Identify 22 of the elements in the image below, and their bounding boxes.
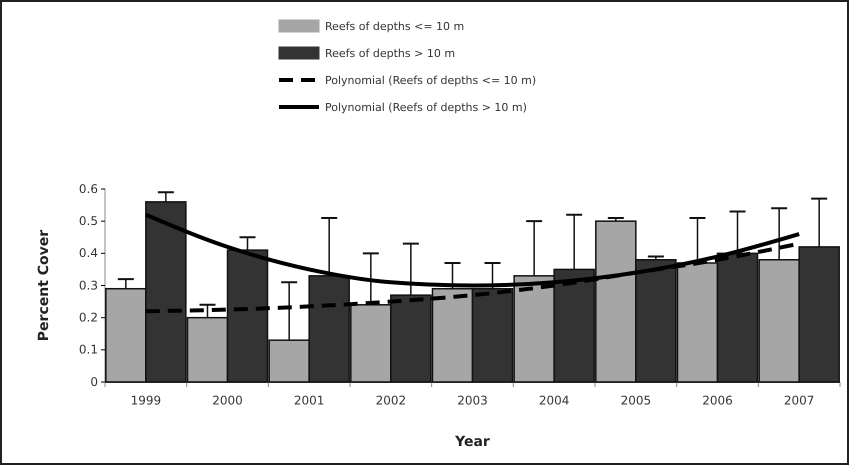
legend-label: Polynomial (Reefs of depths <= 10 m) [325,74,536,87]
x-tick-label: 2001 [294,394,324,408]
y-tick-label: 0.3 [78,278,98,292]
x-tick-label: 2004 [538,394,570,408]
y-tick-label: 0.6 [78,182,98,196]
y-tick-label: 0.4 [78,246,98,260]
legend-label: Reefs of depths > 10 m [325,47,456,60]
y-tick-label: 0.2 [78,310,98,325]
x-tick-label: 2006 [702,394,733,408]
x-axis-title: Year [454,434,490,450]
y-axis-title: Percent Cover [36,230,52,342]
legend-label: Polynomial (Reefs of depths > 10 m) [325,101,527,114]
x-tick-label: 2007 [784,394,814,408]
x-tick-label: 2000 [212,394,243,408]
x-tick-label: 1999 [130,394,162,408]
x-tick-label: 2005 [620,394,652,408]
y-tick-label: 0 [90,374,98,389]
y-tick-label: 0.5 [78,214,98,228]
legend-label: Reefs of depths <= 10 m [325,20,464,33]
x-tick-label: 2002 [376,394,406,408]
x-tick-label: 2003 [457,394,488,408]
y-tick-label: 0.1 [78,342,98,357]
